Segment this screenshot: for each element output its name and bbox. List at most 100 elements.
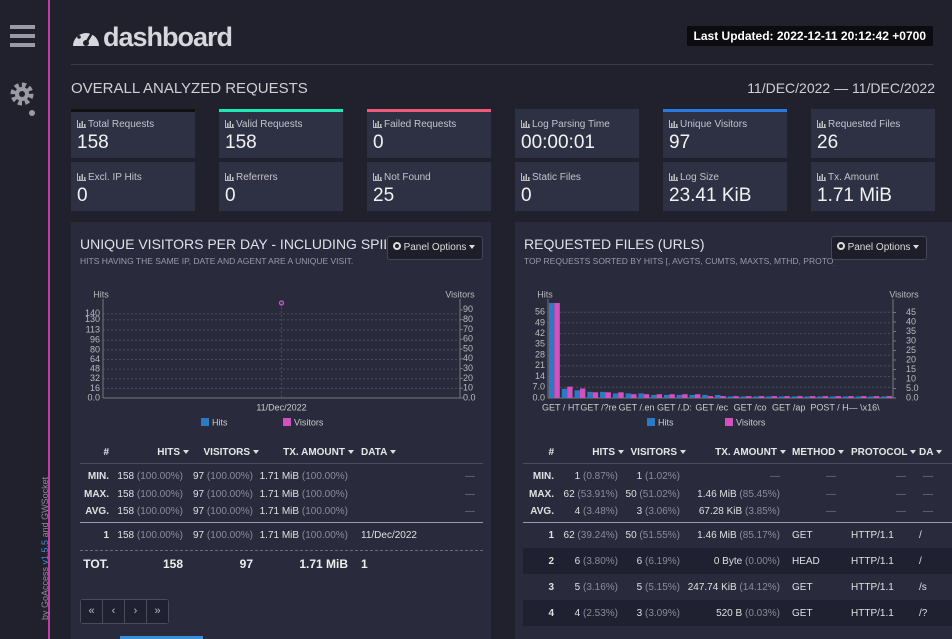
page-button[interactable]: ‹ [102,600,124,623]
column-header[interactable]: HITS [592,447,624,458]
cell: GET [792,608,813,619]
page-button[interactable]: › [124,600,146,623]
cell: — [923,471,933,482]
cell-value: 158 [117,530,135,541]
cell: GET [792,530,813,541]
cell-value: 1.71 MiB [259,488,300,500]
cell-value: 1.71 MiB [259,530,300,541]
row-label: 3 [548,582,554,593]
page-button[interactable]: « [81,600,102,623]
cell-percent: (100.00%) [301,488,348,500]
credit-part: v1.5.5 [40,539,50,565]
column-header[interactable]: HITS [157,447,189,458]
column-header[interactable]: # [548,447,554,458]
card-label: Tx. Amount [828,172,879,183]
cell: 1.46 MiB (85.45%) [697,489,780,500]
column-header[interactable]: DATA [361,447,396,458]
logo-icon [73,28,99,46]
column-header[interactable]: DA [919,447,942,458]
cell-percent: (51.02%) [639,488,680,500]
cell-value: 50 [625,530,637,541]
cell: 158 (100.00%) [117,489,183,500]
gear-icon [836,242,845,250]
stat-card: Referrers 0 [219,162,343,211]
menu-icon[interactable] [10,25,36,48]
cell-value: 62 [563,530,575,541]
total-cell: 1 [361,557,368,571]
card-label: Log Size [680,172,719,183]
cell: 97 (100.00%) [193,471,253,482]
cell-value: 97 [192,471,205,482]
card-icon [373,120,382,128]
header-rule [80,463,483,464]
column-header[interactable]: TX. AMOUNT [283,447,354,458]
card-value: 97 [669,132,691,153]
cell-percent: (0.03%) [744,608,780,619]
card-icon [521,173,530,181]
cell-value: 4 [574,608,581,619]
credit: by GoAccess v1.5.5 and GWSocket [40,477,50,620]
panel-options-button[interactable]: Panel Options [387,236,483,260]
panel-title: REQUESTED FILES (URLS) [524,236,705,252]
cell-percent: (1.02%) [644,471,680,482]
cell: 158 (100.00%) [117,471,183,482]
date-range: 11/DEC/2022 — 11/DEC/2022 [747,80,935,96]
settings-icon[interactable] [9,81,39,121]
panel-options-button[interactable]: Panel Options [831,236,927,260]
card-value: 00:00:01 [521,132,595,153]
card-value: 23.41 KiB [669,185,752,206]
row-label: 2 [548,556,554,567]
cell-percent: (100.00%) [301,471,348,482]
column-header[interactable]: VISITORS [631,447,687,458]
cell: HTTP/1.1 [851,556,894,567]
cell: 1.71 MiB (100.00%) [260,530,348,541]
cell: — [826,488,836,500]
cell: 520 B (0.03%) [716,608,780,619]
cell: /? [919,608,928,619]
cell-value: 6 [574,556,581,567]
cell-percent: (3.48%) [582,506,618,517]
cell-value: 3 [636,506,643,517]
cell-value: 158 [117,471,135,482]
column-header[interactable]: TX. AMOUNT [715,447,786,458]
cell: HTTP/1.1 [851,530,894,541]
card-icon [373,173,382,181]
cell-value: 4 [574,506,581,517]
column-header[interactable]: PROTOCOL [851,447,916,458]
cell: — [465,506,475,517]
cell-percent: (85.45%) [739,488,780,500]
cell-percent: (0.00%) [744,556,780,567]
total-cell: 1.71 MiB [299,557,348,571]
cell-value: 5 [574,582,581,593]
cell-percent: (3.09%) [644,608,680,619]
cell-percent: (100.00%) [301,506,348,517]
scroll-indicator [120,636,203,639]
card-value: 0 [225,185,236,206]
panel-title: UNIQUE VISITORS PER DAY - INCLUDING SPID… [80,236,386,252]
card-label: Requested Files [828,119,901,130]
card-label: Referrers [236,172,278,183]
card-icon [77,120,86,128]
stat-card: Total Requests 158 [71,109,195,158]
row-stripe [523,548,952,574]
cell: 1.71 MiB (100.00%) [260,471,348,482]
card-value: 0 [521,185,532,206]
last-updated: Last Updated: 2022-12-11 20:12:42 +0700 [686,26,933,46]
column-header[interactable]: VISITORS [204,447,260,458]
column-header[interactable]: METHOD [792,447,844,458]
cell: 3 (3.09%) [637,608,680,619]
page-button[interactable]: » [146,600,168,623]
card-label: Static Files [532,172,581,183]
card-value: 158 [77,132,109,153]
cell-value: 50 [625,488,637,500]
card-label: Failed Requests [384,119,457,130]
stat-card: Static Files 0 [515,162,639,211]
cell: 50 (51.55%) [626,530,680,541]
cell-percent: (0.87%) [582,471,618,482]
row-label: 4 [548,608,554,619]
cell-value: 1.71 MiB [259,471,300,482]
column-header[interactable]: # [103,447,109,458]
cell-percent: (51.55%) [639,530,680,541]
total-cell: 97 [239,557,253,571]
cell: — [896,488,906,500]
